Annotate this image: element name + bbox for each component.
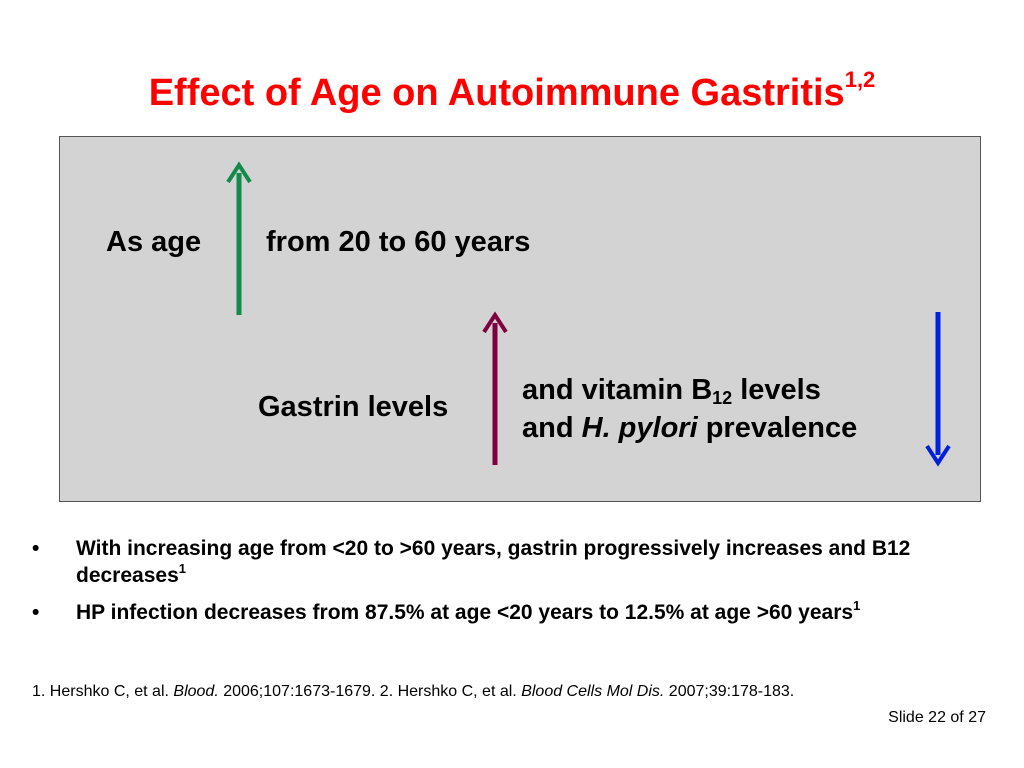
bullet-text: HP infection decreases from 87.5% at age… xyxy=(76,601,854,624)
hp-italic: H. pylori xyxy=(581,412,698,444)
b12-prefix: and vitamin B xyxy=(522,374,713,406)
b12-suffix: levels xyxy=(732,374,821,406)
bullet-item: • With increasing age from <20 to >60 ye… xyxy=(30,535,1000,589)
ref1-journal: Blood. xyxy=(173,683,219,700)
hp-prefix: and xyxy=(522,412,582,444)
bullet-ref: 1 xyxy=(178,561,186,576)
title-superscript: 1,2 xyxy=(844,67,876,92)
b12-label: and vitamin B12 levels xyxy=(522,373,821,407)
diagram-panel: As age from 20 to 60 years Gastrin level… xyxy=(59,136,981,502)
bullet-marker: • xyxy=(32,601,40,624)
hpylori-label: and H. pylori prevalence xyxy=(522,411,857,445)
ref1-prefix: 1. Hershko C, et al. xyxy=(32,683,174,700)
ref2-suffix: 2007;39:178-183. xyxy=(664,683,795,700)
references: 1. Hershko C, et al. Blood. 2006;107:167… xyxy=(32,682,1012,702)
bullet-item: • HP infection decreases from 87.5% at a… xyxy=(30,599,1000,626)
slide-title: Effect of Age on Autoimmune Gastritis1,2 xyxy=(0,67,1024,116)
from-years-label: from 20 to 60 years xyxy=(266,226,531,258)
bullet-ref: 1 xyxy=(853,598,861,613)
ref2-journal: Blood Cells Mol Dis. xyxy=(521,683,665,700)
gastrin-label: Gastrin levels xyxy=(258,391,449,423)
b12-down-arrow-icon xyxy=(925,312,951,467)
hp-suffix: prevalence xyxy=(697,412,858,444)
slide-number: Slide 22 of 27 xyxy=(888,709,986,726)
arrows-layer xyxy=(226,161,951,467)
ref1-suffix: 2006;107:1673-1679. 2. Hershko C, et al. xyxy=(218,683,522,700)
title-text: Effect of Age on Autoimmune Gastritis xyxy=(148,72,845,114)
bullet-marker: • xyxy=(32,537,40,560)
b12-subscript: 12 xyxy=(712,388,733,408)
bullet-list: • With increasing age from <20 to >60 ye… xyxy=(30,535,1000,636)
as-age-label: As age xyxy=(106,226,202,258)
age-up-arrow-icon xyxy=(226,161,252,315)
gastrin-up-arrow-icon xyxy=(482,311,508,465)
bullet-text: With increasing age from <20 to >60 year… xyxy=(76,537,911,587)
